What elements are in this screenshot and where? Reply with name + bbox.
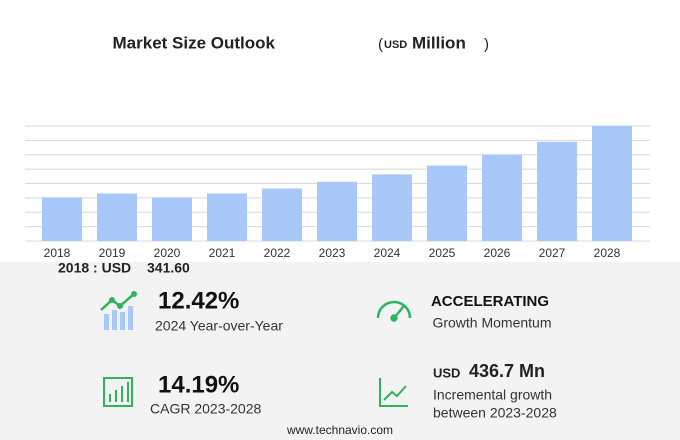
chart-title: Market Size Outlook [113,33,276,52]
bar [537,141,577,241]
stat-caption: Incremental growth [433,387,552,403]
x-tick-label: 2019 [99,246,126,260]
x-tick-label: 2023 [319,246,346,260]
unit-prefix: USD [384,39,407,51]
x-tick-label: 2027 [539,246,566,260]
icon-yoy [100,291,137,330]
bar [592,125,632,241]
x-tick-label: 2020 [154,246,181,260]
icon-incremental [379,378,408,407]
highlight-value: 341.60 [147,260,190,276]
x-tick-label: 2025 [429,246,456,260]
bar [427,165,467,241]
bar [372,174,412,241]
x-tick-label: 2028 [594,246,621,260]
bar [42,197,82,241]
stat-value: 14.19% [158,371,239,398]
bar [152,197,192,241]
x-tick-label: 2026 [484,246,511,260]
stat-value: ACCELERATING [431,293,549,310]
unit: Million [412,33,466,52]
x-tick-label: 2022 [264,246,291,260]
stat-caption: between 2023-2028 [433,405,557,421]
stat-value: 436.7 Mn [469,361,545,381]
paren: ( [378,36,383,53]
stat-caption: CAGR 2023-2028 [150,401,262,417]
bar [482,154,522,241]
stat-prefix: USD [433,365,460,380]
icon-cagr [103,377,133,407]
bar [317,181,357,241]
stat-caption: Growth Momentum [432,315,551,331]
paren: ) [484,36,489,53]
stat-caption: 2024 Year-over-Year [155,318,283,334]
stat-value: 12.42% [158,287,239,314]
x-tick-label: 2021 [209,246,236,260]
bar [262,188,302,241]
bar [207,193,247,241]
icon-gauge [376,300,412,322]
footer: www.technavio.com [286,423,393,437]
x-tick-label: 2018 [44,246,71,260]
x-tick-label: 2024 [374,246,401,260]
bar [97,193,137,241]
stats-panel [0,262,680,440]
highlight-label: 2018 : USD [58,260,131,276]
